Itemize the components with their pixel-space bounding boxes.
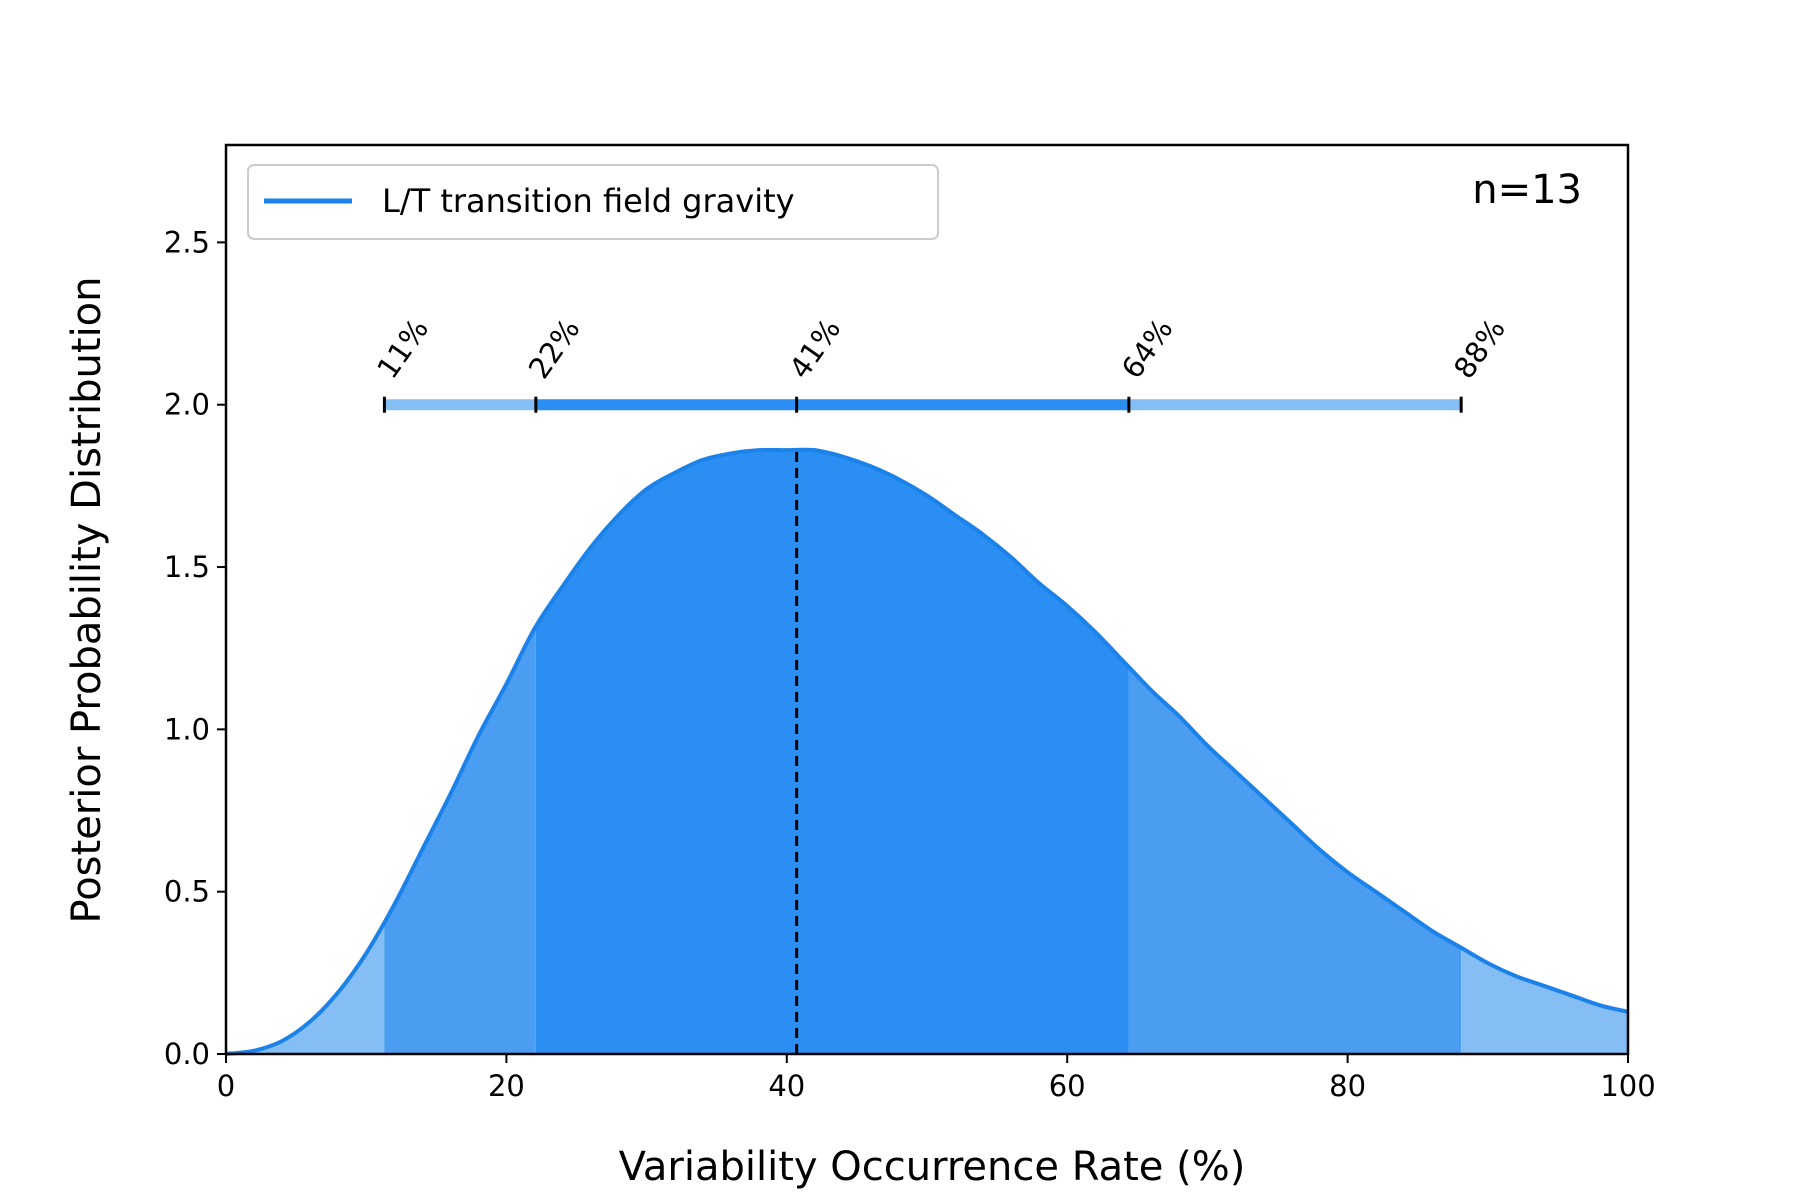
legend-box [247,164,939,240]
percentile-label-1: 22% [522,312,587,384]
region-central [535,450,1129,1054]
legend-entry-label: L/T transition field gravity [382,182,795,220]
y-tick-label: 2.0 [164,388,210,422]
percentile-label-0: 11% [370,312,435,384]
percentile-labels: 11% 22% 41% 64% 88% [370,312,1512,384]
region-lower-tail [226,921,385,1054]
posterior-curve [225,447,1629,1056]
percentile-label-4: 88% [1447,312,1512,384]
region-lower-mid [384,626,536,1054]
y-tick-label: 0.0 [164,1037,210,1071]
legend: L/T transition field gravity [247,164,939,240]
sample-size-annotation: n=13 [1472,167,1582,213]
x-tick-label: 100 [1600,1069,1655,1103]
y-axis-label: Posterior Probability Distribution [64,276,110,923]
y-axis: 0.0 0.5 1.0 1.5 2.0 2.5 [164,225,226,1071]
x-tick-label: 80 [1329,1069,1366,1103]
y-tick-label: 0.5 [164,875,210,909]
y-tick-label: 1.0 [164,712,210,746]
region-upper-tail [1461,947,1628,1054]
shaded-regions [226,450,1628,1054]
x-axis: 0 20 40 60 80 100 [217,1054,1656,1103]
credible-interval-bar [382,396,1463,413]
percentile-label-2: 41% [782,312,847,384]
x-tick-label: 0 [217,1069,235,1103]
x-axis-label: Variability Occurrence Rate (%) [619,1144,1246,1190]
y-tick-label: 1.5 [164,550,210,584]
x-tick-label: 40 [768,1069,805,1103]
percentile-label-3: 64% [1115,312,1180,384]
plot-frame [224,143,1630,1056]
region-upper-mid [1128,667,1462,1054]
y-tick-label: 2.5 [164,225,210,259]
x-tick-label: 60 [1049,1069,1086,1103]
x-tick-label: 20 [488,1069,525,1103]
